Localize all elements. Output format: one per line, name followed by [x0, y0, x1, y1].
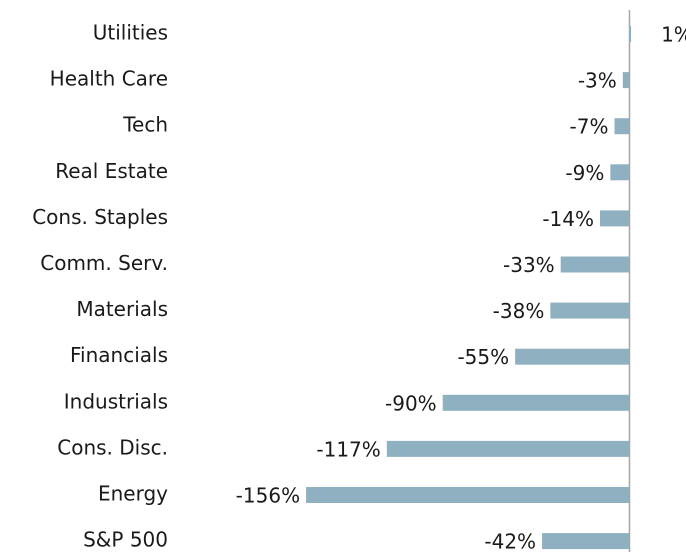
category-label: Cons. Disc. [57, 435, 168, 459]
category-label: Comm. Serv. [40, 251, 168, 275]
category-label: Cons. Staples [32, 205, 168, 229]
category-label: Energy [98, 482, 168, 506]
bar [306, 487, 629, 503]
bar [600, 210, 629, 227]
bar [542, 533, 629, 550]
bar [622, 72, 629, 89]
value-label: -117% [316, 437, 380, 461]
value-label: -38% [493, 299, 545, 323]
bar [614, 118, 629, 135]
bar [629, 26, 632, 42]
category-label: Tech [122, 113, 168, 137]
bar [515, 348, 629, 365]
value-label: -42% [484, 530, 536, 554]
value-label: 1% [661, 23, 686, 47]
bar [560, 256, 629, 273]
bar [386, 440, 629, 457]
category-label: Health Care [50, 67, 168, 91]
bar [550, 302, 629, 319]
value-label: -33% [503, 253, 555, 277]
value-label: -156% [236, 484, 300, 508]
category-label: Real Estate [55, 159, 168, 183]
bar [610, 164, 629, 181]
category-label: Industrials [64, 389, 168, 413]
value-label: -14% [542, 207, 594, 231]
value-label: -55% [457, 345, 509, 369]
value-label: -3% [578, 69, 617, 93]
value-label: -7% [570, 115, 609, 139]
value-label: -9% [565, 161, 604, 185]
category-label: Utilities [93, 21, 168, 45]
category-label: Financials [70, 343, 168, 367]
bar [442, 394, 629, 411]
category-label: Materials [76, 297, 168, 321]
value-label: -90% [385, 391, 437, 415]
category-label: S&P 500 [83, 528, 168, 552]
